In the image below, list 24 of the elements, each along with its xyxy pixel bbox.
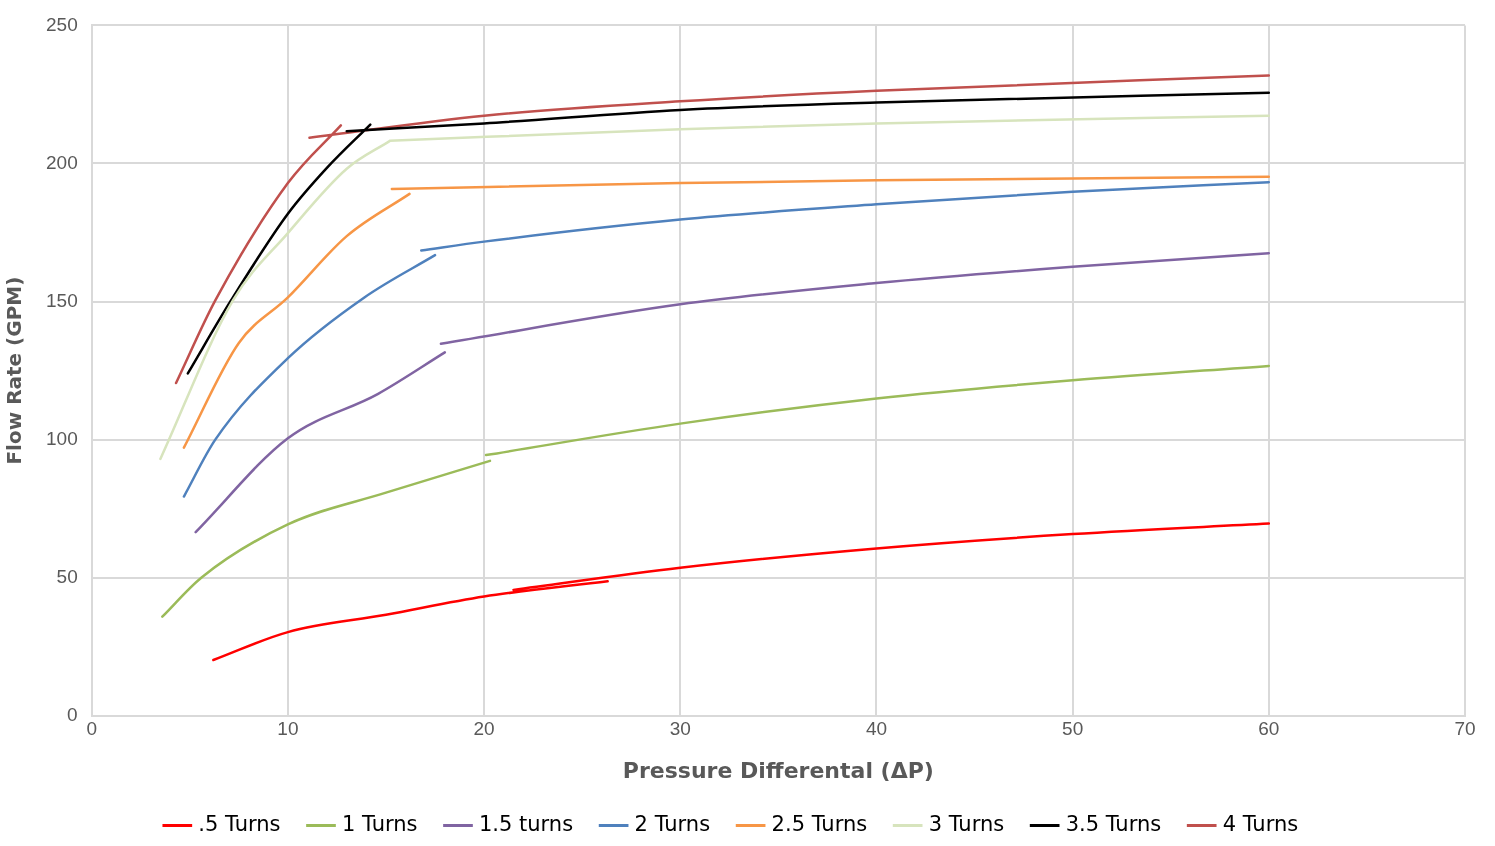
y-tick-label: 50: [56, 565, 78, 587]
y-tick-label: 0: [67, 704, 78, 726]
legend-label: .5 Turns: [198, 811, 281, 836]
legend-label: 2 Turns: [634, 811, 711, 836]
x-tick-label: 0: [86, 718, 97, 740]
x-tick-label: 40: [865, 718, 888, 740]
x-tick-label: 10: [277, 718, 299, 740]
legend-label: 1 Turns: [341, 811, 418, 836]
y-tick-label: 200: [46, 151, 78, 173]
x-tick-label: 20: [473, 718, 495, 740]
y-tick-label: 100: [46, 427, 78, 449]
y-tick-label: 150: [46, 289, 78, 311]
x-tick-label: 30: [669, 718, 691, 740]
y-tick-label: 250: [46, 13, 78, 35]
legend-label: 3.5 Turns: [1065, 811, 1162, 836]
x-tick-label: 50: [1062, 718, 1084, 740]
legend-label: 4 Turns: [1222, 811, 1299, 836]
legend-label: 3 Turns: [928, 811, 1005, 836]
x-axis-title: Pressure Differental (ΔP): [622, 757, 934, 783]
legend-label: 1.5 turns: [478, 811, 574, 836]
legend-label: 2.5 Turns: [771, 811, 868, 836]
y-axis-title: Flow Rate (GPM): [2, 276, 27, 465]
x-tick-label: 70: [1454, 718, 1476, 740]
x-tick-label: 60: [1258, 718, 1280, 740]
